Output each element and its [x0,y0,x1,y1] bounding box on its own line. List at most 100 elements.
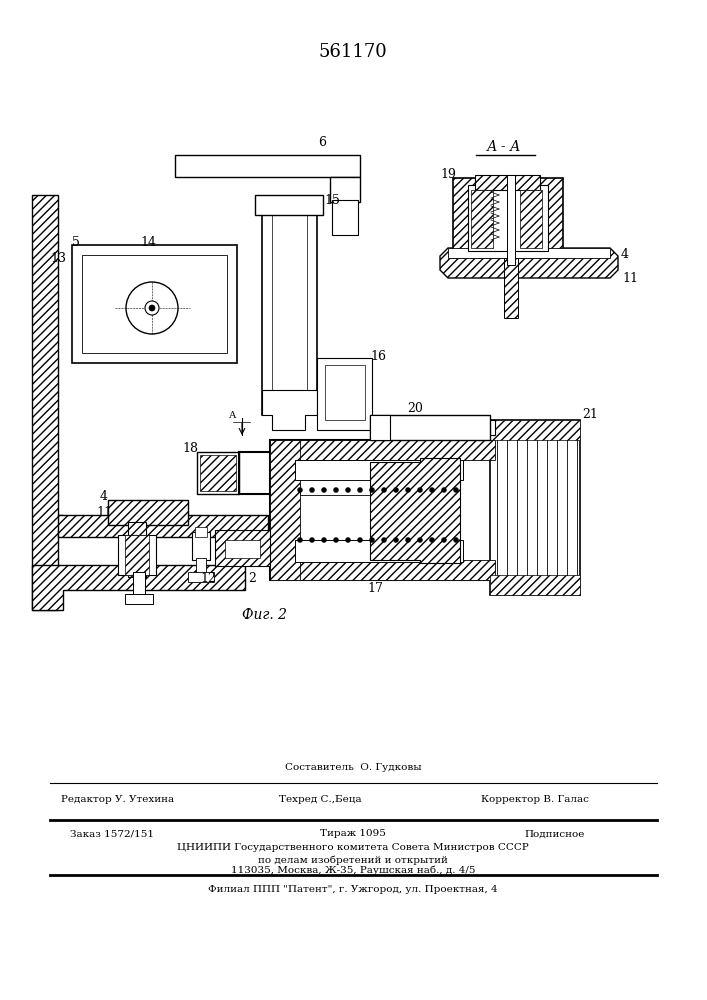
Circle shape [322,488,327,492]
Bar [108,500,188,525]
Circle shape [453,488,459,492]
Circle shape [149,305,155,311]
Bar [448,248,610,258]
Circle shape [394,538,399,542]
Text: 14: 14 [140,235,156,248]
Text: Филиал ППП "Патент", г. Ужгород, ул. Проектная, 4: Филиал ППП "Патент", г. Ужгород, ул. Про… [208,886,498,894]
Text: Корректор В. Галас: Корректор В. Галас [481,796,589,804]
Circle shape [298,538,303,542]
Bar [370,415,490,440]
Text: 13: 13 [50,251,66,264]
Text: 2: 2 [248,572,256,584]
Circle shape [310,488,315,492]
Text: А - А: А - А [486,140,521,154]
Text: Заказ 1572/151: Заказ 1572/151 [70,830,154,838]
Circle shape [441,488,447,492]
Text: 20: 20 [407,401,423,414]
Bar [520,190,542,248]
Polygon shape [370,458,460,563]
Text: 113035, Москва, Ж-35, Раушская наб., д. 4/5: 113035, Москва, Ж-35, Раушская наб., д. … [230,865,475,875]
Bar [295,460,463,480]
Bar [490,420,580,440]
Text: Техред С.,Беца: Техред С.,Беца [279,796,361,804]
Bar [192,532,210,560]
Bar [255,195,323,215]
Bar [460,420,495,435]
Circle shape [346,488,351,492]
Bar [453,178,563,258]
Text: Составитель  О. Гудковы: Составитель О. Гудковы [285,764,421,772]
Circle shape [310,538,315,542]
Polygon shape [440,248,618,278]
Circle shape [429,538,435,542]
Text: 6: 6 [318,135,326,148]
Circle shape [370,538,375,542]
Text: Подписное: Подписное [525,830,585,838]
Text: 12: 12 [200,572,216,584]
Bar [468,185,548,251]
Text: 17: 17 [367,582,383,594]
Circle shape [406,488,411,492]
Bar [58,515,268,537]
Circle shape [382,538,387,542]
Text: 11: 11 [622,271,638,284]
Bar [133,572,145,597]
Text: 4: 4 [100,489,108,502]
Polygon shape [32,565,245,610]
Bar [330,177,360,202]
Polygon shape [370,415,390,440]
Polygon shape [32,195,63,610]
Text: А: А [229,410,237,420]
Circle shape [453,538,459,542]
Text: Редактор У. Утехина: Редактор У. Утехина [62,796,175,804]
Circle shape [334,538,339,542]
Bar [270,440,495,580]
Bar [215,530,270,566]
Text: 16: 16 [370,351,386,363]
Circle shape [334,488,339,492]
Circle shape [406,538,411,542]
Circle shape [382,488,387,492]
Text: ЦНИИПИ Государственного комитета Совета Министров СССР: ЦНИИПИ Государственного комитета Совета … [177,844,529,852]
Bar [490,420,580,595]
Bar [490,575,580,595]
Bar [128,522,146,577]
Bar [188,572,214,582]
Bar [295,540,463,562]
Text: 4: 4 [621,248,629,261]
Bar [125,594,153,604]
Circle shape [346,538,351,542]
Bar [175,155,360,177]
Bar [471,190,493,248]
Bar [118,535,156,575]
Bar [325,365,365,420]
Bar [225,540,260,558]
Circle shape [145,301,159,315]
Bar [270,440,300,580]
Text: 21: 21 [582,408,598,422]
Bar [475,175,540,190]
Bar [507,175,515,265]
Text: Фиг. 2: Фиг. 2 [243,608,288,622]
Circle shape [358,538,363,542]
Circle shape [441,538,447,542]
Text: Тираж 1095: Тираж 1095 [320,830,386,838]
Bar [262,200,317,415]
Bar [317,358,372,430]
Text: 19: 19 [440,168,456,182]
Bar [200,455,236,491]
Bar [504,258,518,318]
Text: 5: 5 [72,235,80,248]
Circle shape [322,538,327,542]
Bar [82,255,227,353]
Bar [196,558,206,576]
Circle shape [370,488,375,492]
Circle shape [429,488,435,492]
Circle shape [298,488,303,492]
Text: 18: 18 [182,442,198,454]
Bar [195,527,207,537]
Circle shape [126,282,178,334]
Bar [197,452,239,494]
Bar [125,535,149,575]
Text: 11: 11 [96,506,112,518]
